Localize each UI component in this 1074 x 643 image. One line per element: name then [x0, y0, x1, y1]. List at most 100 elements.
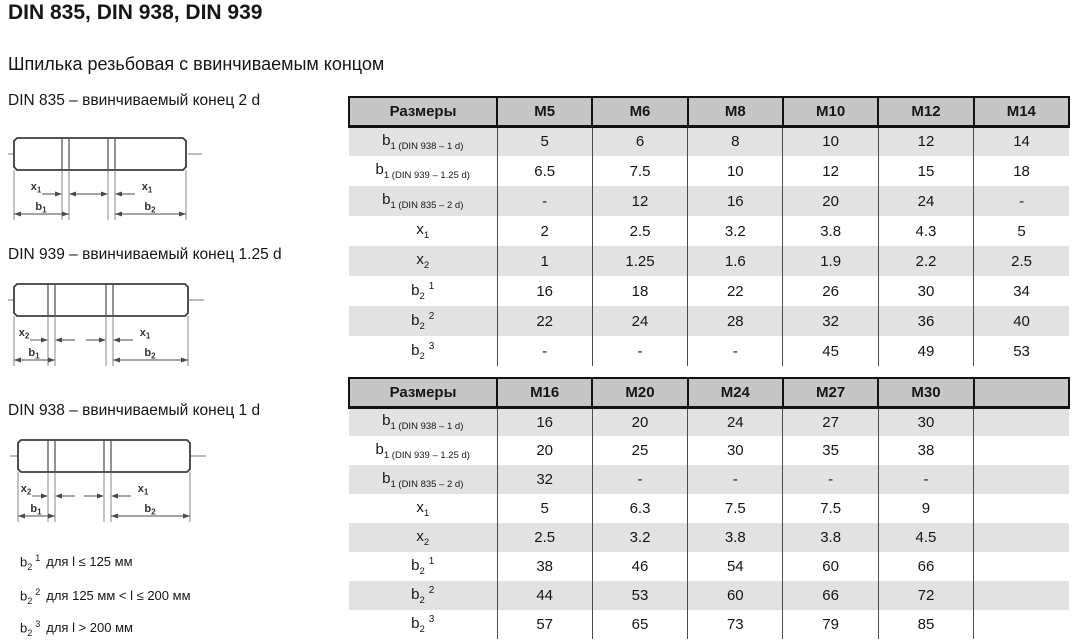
table-cell: -	[497, 336, 593, 366]
stud-drawing-din938: x2 x1 b1 b2	[10, 439, 206, 522]
table-cell: 73	[687, 610, 784, 639]
column-header-m20: M20	[591, 377, 689, 409]
table-header-row: Размеры M5 M6 M8 M10 M12 M14	[348, 96, 1071, 128]
table-row: b21 38 46 54 60 66	[349, 552, 1069, 581]
drawing-caption-din938: DIN 938 – ввинчиваемый конец 1 d	[8, 402, 261, 419]
row-label: x2	[349, 523, 498, 552]
column-header-empty	[972, 377, 1071, 409]
table-cell: 18	[592, 276, 689, 306]
table-cell: 6	[592, 126, 689, 156]
table-cell: 10	[782, 126, 879, 156]
table-cell	[973, 407, 1069, 436]
table-cell: -	[497, 186, 593, 216]
row-label: b1 (DIN 835 – 2 d)	[349, 186, 498, 216]
table-cell: 5	[497, 494, 593, 523]
table-cell	[973, 523, 1069, 552]
table-cell: 38	[878, 436, 975, 465]
table-cell: 5	[497, 126, 593, 156]
size-table-m5-m14: Размеры M5 M6 M8 M10 M12 M14 b1 (DIN 938…	[348, 96, 1071, 366]
table-row: b1 (DIN 939 – 1.25 d) 6.5 7.5 10 12 15 18	[349, 156, 1069, 186]
table-cell: -	[592, 465, 689, 494]
size-table-m16-m30-wrap: Размеры M16 M20 M24 M27 M30 b1 (DIN 938 …	[348, 377, 1071, 639]
row-label: b22	[349, 306, 498, 336]
row-label: x1	[349, 216, 498, 246]
table-row: b22 44 53 60 66 72	[349, 581, 1069, 610]
table-header-row: Размеры M16 M20 M24 M27 M30	[348, 377, 1071, 409]
table-cell: 3.2	[592, 523, 689, 552]
table-cell: 20	[782, 186, 879, 216]
table-cell: 26	[782, 276, 879, 306]
table-cell: 32	[782, 306, 879, 336]
table-cell: 34	[1013, 282, 1030, 300]
dim-label-b1: b1	[28, 347, 40, 361]
table-row: x1 5 6.3 7.5 7.5 9	[349, 494, 1069, 523]
table-cell: 53	[1013, 342, 1030, 360]
row-label: b1 (DIN 835 – 2 d)	[349, 465, 498, 494]
table-cell: -	[973, 186, 1069, 216]
table-cell: 24	[878, 186, 975, 216]
table-cell: 6.5	[497, 156, 593, 186]
stud-drawing-din835: x1 x1 b1 b2	[8, 137, 202, 220]
table-cell: 4.3	[878, 216, 975, 246]
column-header-m30: M30	[877, 377, 975, 409]
table-cell: -	[782, 465, 879, 494]
dim-label-b1: b1	[30, 503, 42, 517]
page-title: DIN 835, DIN 938, DIN 939	[8, 1, 263, 24]
table-cell: 30	[878, 276, 975, 306]
table-cell: 32	[497, 465, 593, 494]
dim-label-b1: b1	[35, 201, 47, 215]
column-header-m12: M12	[877, 96, 975, 128]
column-header-sizes: Размеры	[348, 96, 498, 128]
column-header-m8: M8	[686, 96, 784, 128]
table-cell: 66	[782, 581, 879, 610]
table-cell: 65	[592, 610, 689, 639]
table-row: b23 57 65 73 79 85	[349, 610, 1069, 639]
table-cell: 45	[782, 336, 879, 366]
table-cell	[974, 494, 1069, 523]
table-cell: 30	[878, 407, 975, 436]
table-row: x2 1 1.25 1.6 1.9 2.2 2.5	[349, 246, 1069, 276]
table-cell: 2.5	[497, 523, 593, 552]
footnote-b2-3: b23 для l > 200 мм	[20, 619, 133, 638]
table-cell: 2.5	[592, 216, 689, 246]
table-cell: 36	[878, 306, 975, 336]
table-row: b1 (DIN 938 – 1 d) 5 6 8 10 12 14	[349, 126, 1069, 156]
row-label: b21	[349, 552, 498, 581]
table-cell: 3.2	[687, 216, 784, 246]
table-cell: -	[592, 336, 689, 366]
table-cell: 25	[592, 436, 689, 465]
table-cell: 2	[497, 216, 593, 246]
table-cell: 22	[497, 306, 593, 336]
table-cell: 16	[687, 186, 784, 216]
row-label: b1 (DIN 939 – 1.25 d)	[349, 436, 498, 465]
table-cell: 14	[973, 126, 1069, 156]
table-cell: 3.8	[782, 216, 879, 246]
table-cell: -	[687, 465, 784, 494]
table-cell: 20	[592, 407, 689, 436]
row-label: b21	[349, 276, 498, 306]
dim-label-x-right: x1	[140, 327, 151, 341]
table-row: b1 (DIN 938 – 1 d) 16 20 24 27 30	[349, 407, 1069, 436]
table-cell: 20	[497, 436, 593, 465]
column-header-m16: M16	[495, 377, 594, 409]
column-header-m6: M6	[591, 96, 689, 128]
table-cell: 38	[497, 552, 593, 581]
table-cell: 2.5	[973, 246, 1069, 276]
table-cell: 9	[878, 494, 975, 523]
drawing-caption-din939: DIN 939 – ввинчиваемый конец 1.25 d	[8, 246, 282, 263]
table-cell: 12	[782, 156, 879, 186]
column-header-m14: M14	[972, 96, 1071, 128]
table-cell: 2.2	[878, 246, 975, 276]
row-label: b1 (DIN 938 – 1 d)	[349, 126, 498, 156]
size-table-m16-m30: Размеры M16 M20 M24 M27 M30 b1 (DIN 938 …	[348, 377, 1071, 639]
table-cell: 1	[497, 246, 593, 276]
table-cell: 54	[687, 552, 784, 581]
table-row: b21 16 18 22 26 30 34	[349, 276, 1069, 306]
dim-label-b2: b2	[144, 503, 156, 517]
table-cell: 8	[687, 126, 784, 156]
table-cell: 28	[687, 306, 784, 336]
stud-drawing-din939: x2 x1 b1 b2	[8, 283, 204, 366]
table-cell: 12	[592, 186, 689, 216]
table-cell: 15	[878, 156, 975, 186]
